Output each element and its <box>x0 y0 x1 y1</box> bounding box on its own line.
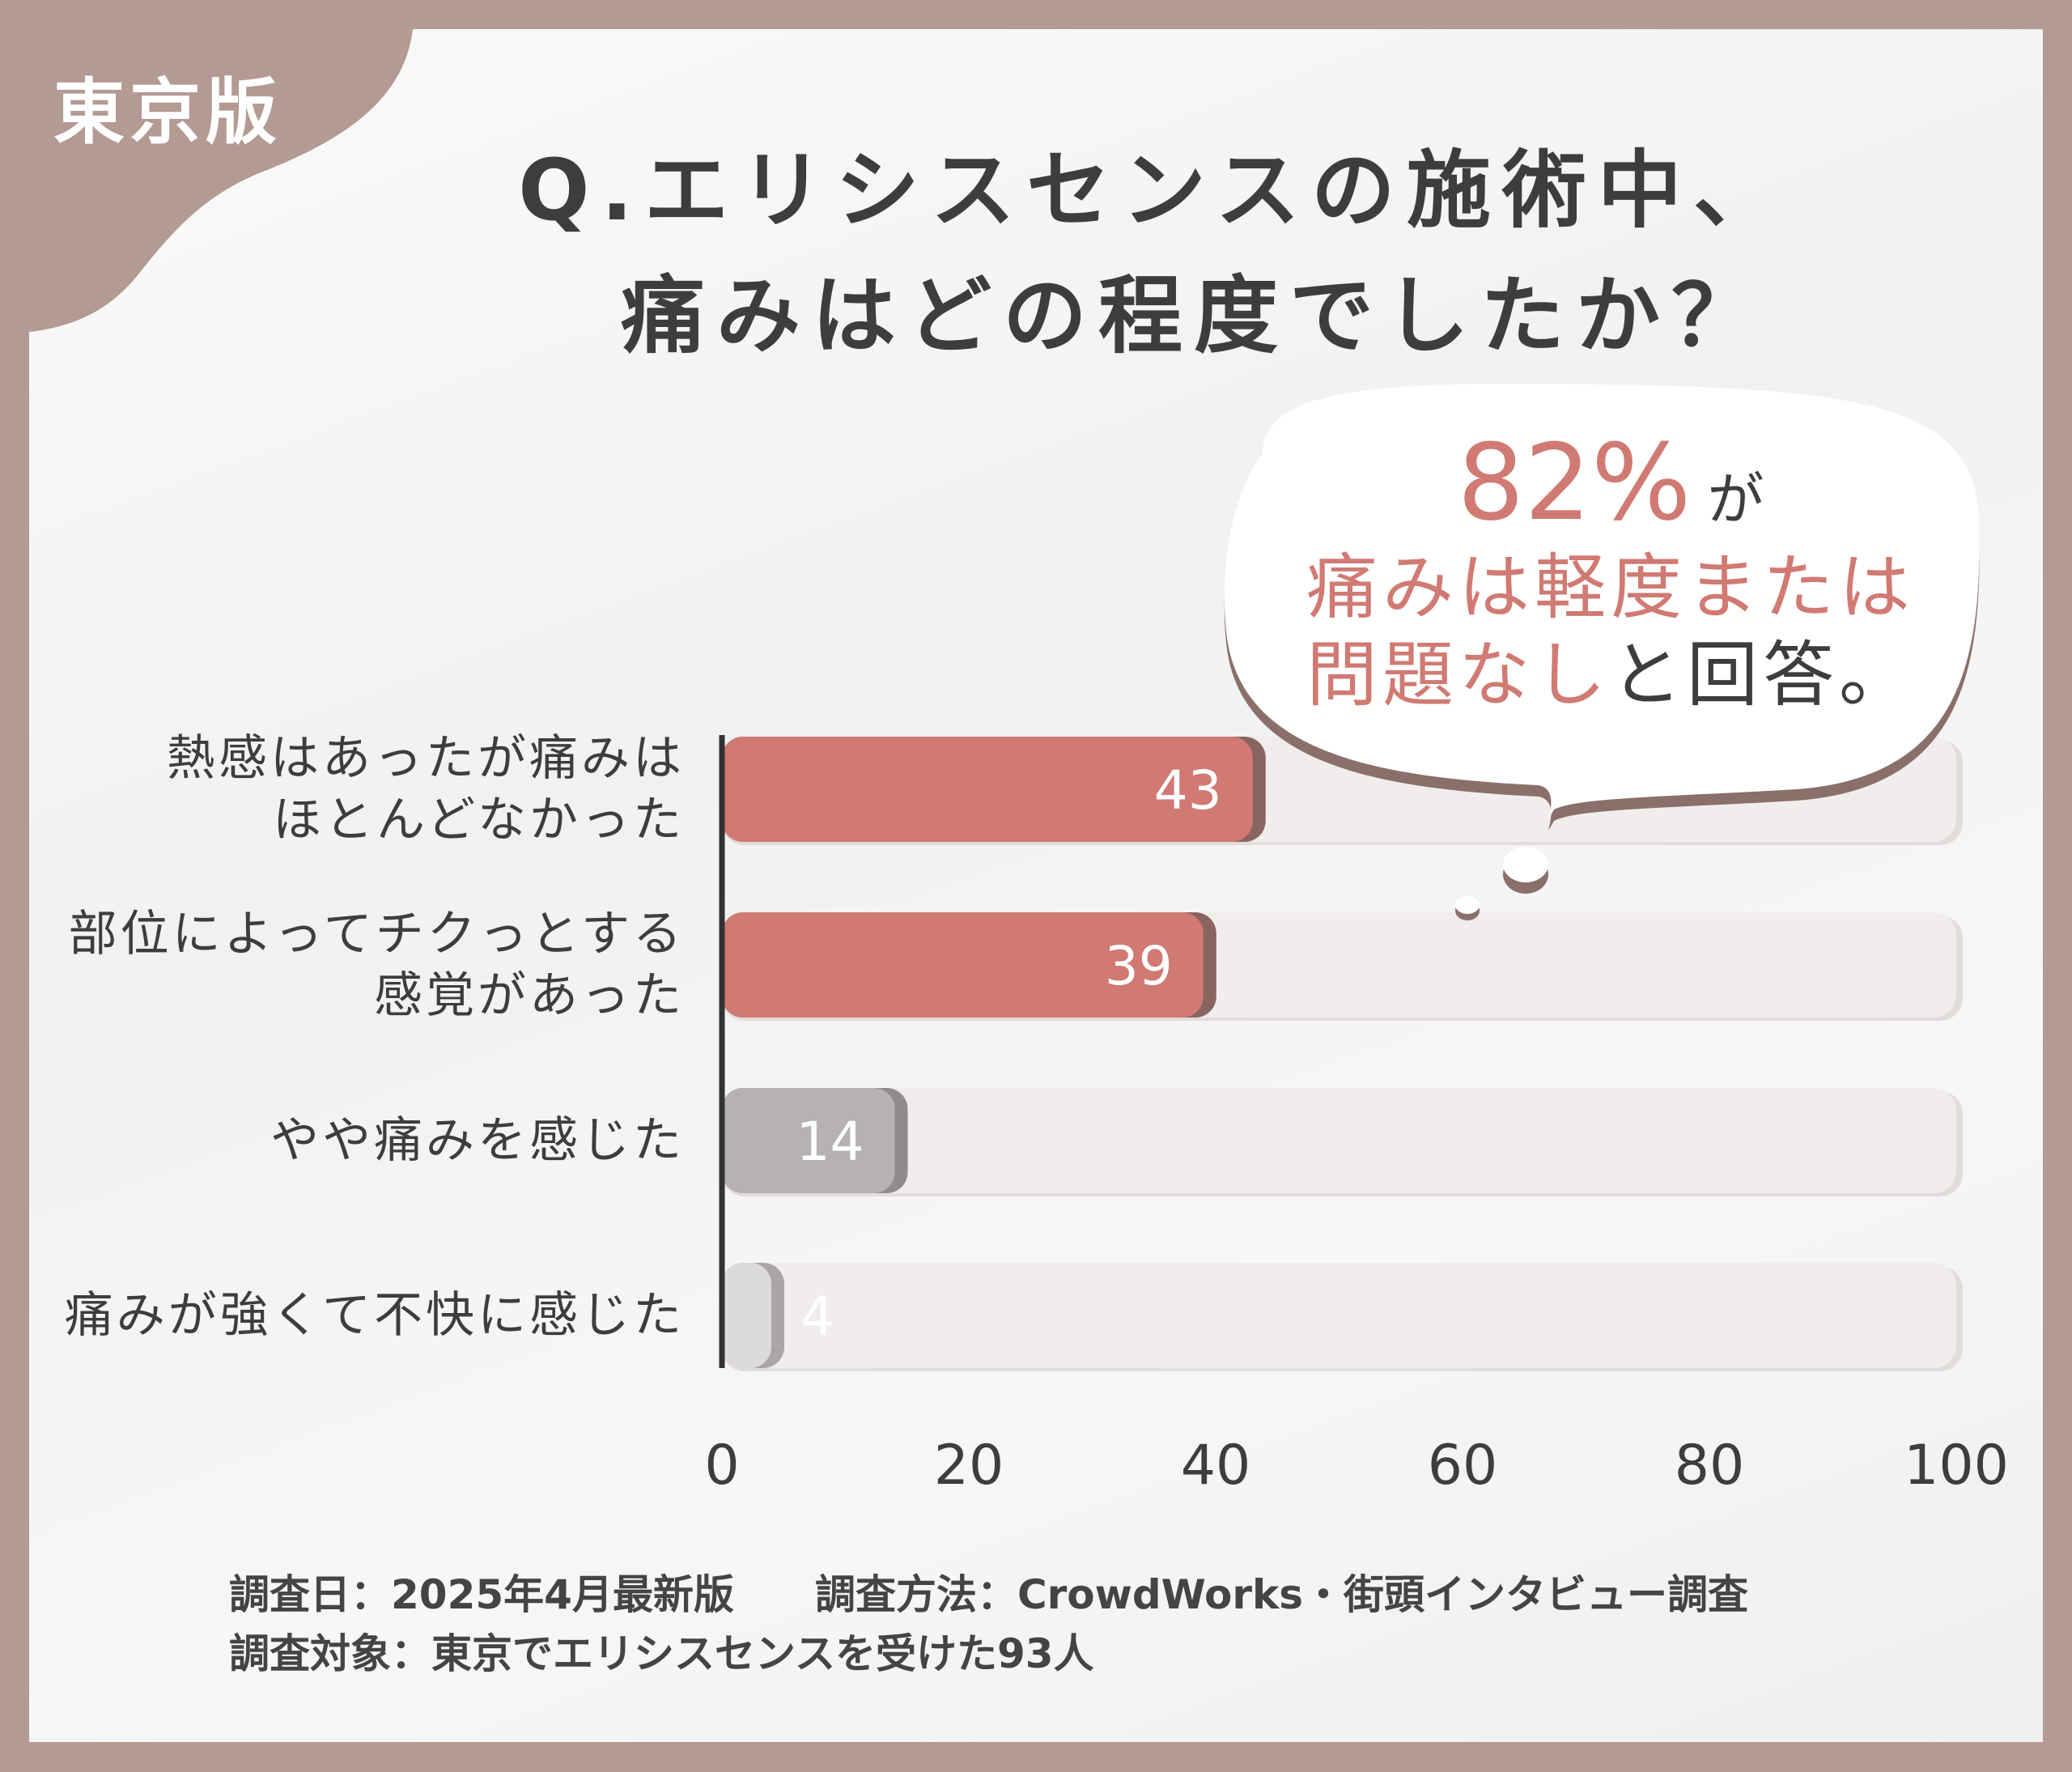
category-label: やや痛みを感じた <box>270 1112 685 1169</box>
callout-highlight: 問題なし <box>1306 633 1611 716</box>
bar-track <box>722 1088 1956 1193</box>
callout-bubble <box>1224 383 1980 920</box>
title-line-2: 痛みはどの程度でしたか？ <box>620 266 1767 365</box>
data-label: 39 <box>1105 935 1173 997</box>
callout-text: 82% が 痛みは軽度または 問題なしと回答。 <box>1263 421 1959 719</box>
bar-1 <box>722 737 1253 842</box>
x-tick-label: 40 <box>1181 1434 1251 1498</box>
callout-percent: 82% <box>1457 421 1692 544</box>
infographic-panel <box>29 29 2043 1742</box>
footer-survey-info: 調査日：2025年4月最新版 調査方法：CrowdWorks・街頭インタビュー調… <box>229 1571 1749 1618</box>
data-label: 43 <box>1154 759 1222 822</box>
category-label: 痛みが強くて不快に感じた <box>64 1287 685 1344</box>
callout-particle: が <box>1707 466 1764 533</box>
x-tick-label: 80 <box>1675 1434 1745 1498</box>
data-label: 4 <box>800 1285 834 1348</box>
bar-track <box>722 1263 1956 1368</box>
region-badge-shape <box>29 29 413 332</box>
region-badge: 東京版 <box>53 70 282 154</box>
x-tick-label: 60 <box>1428 1434 1498 1498</box>
callout-line-2: 痛みは軽度または <box>1306 546 1915 629</box>
x-tick-label: 100 <box>1904 1434 2009 1498</box>
category-label: 熱感はあったが痛みは ほとんどなかった <box>167 730 685 848</box>
bar-3 <box>722 1088 895 1193</box>
data-label: 14 <box>796 1111 864 1173</box>
title-line-1: Q.エリシスセンスの施術中、 <box>518 141 1789 240</box>
bar-2 <box>722 912 1204 1018</box>
x-tick-label: 0 <box>704 1434 739 1498</box>
footer-survey-target: 調査対象：東京でエリシスセンスを受けた93人 <box>229 1630 1094 1677</box>
callout-rest: と回答。 <box>1611 633 1916 716</box>
bar-4 <box>722 1263 771 1368</box>
category-label: 部位によってチクっとする 感覚があった <box>68 906 685 1024</box>
x-tick-label: 20 <box>934 1434 1004 1498</box>
